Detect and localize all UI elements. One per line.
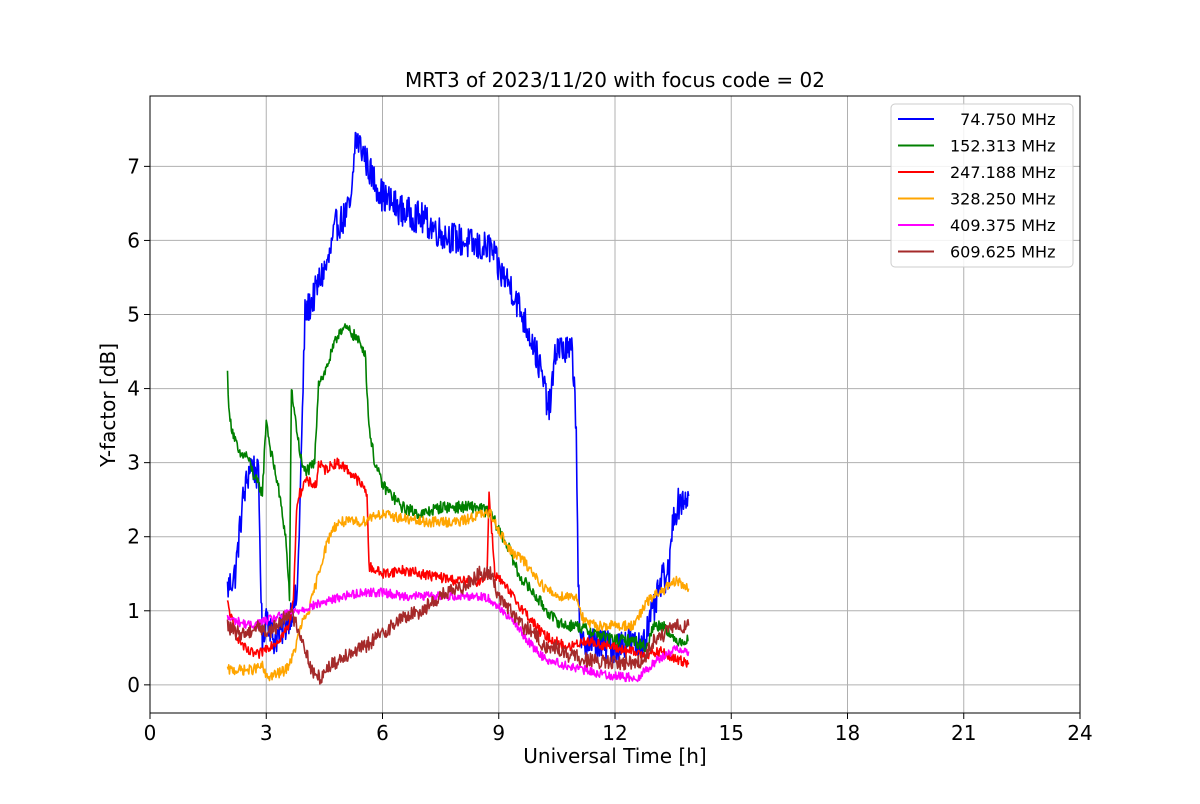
series-line [226,131,690,664]
x-tick-label: 21 [951,721,976,745]
legend-label: 247.188 MHz [950,163,1055,182]
legend-label: 409.375 MHz [950,216,1055,235]
x-tick-label: 24 [1067,721,1092,745]
x-tick-label: 15 [719,721,744,745]
series-line [226,323,689,653]
series-line [226,565,690,685]
series-line [226,509,690,682]
legend: 74.750 MHz 152.313 MHz 247.188 MHz 328.250 … [890,103,1074,268]
series-line [226,587,690,683]
y-tick-label: 0 [127,673,140,697]
y-tick-label: 1 [127,599,140,623]
legend-label: 328.250 MHz [950,190,1055,209]
y-tick-label: 5 [127,303,140,327]
y-axis-label: Y-factor [dB] [96,343,120,468]
chart-title: MRT3 of 2023/11/20 with focus code = 02 [405,68,825,92]
y-tick-label: 3 [127,451,140,475]
legend-label: 152.313 MHz [950,137,1055,156]
y-tick-label: 2 [127,525,140,549]
x-axis: 0 3 6 9 12 15 18 21 24 [144,713,1093,745]
x-tick-label: 3 [260,721,273,745]
x-tick-label: 12 [602,721,627,745]
x-axis-label: Universal Time [h] [523,744,706,768]
x-tick-label: 6 [376,721,389,745]
y-tick-label: 7 [127,154,140,178]
y-tick-label: 4 [127,377,140,401]
legend-box [890,103,1074,268]
x-tick-label: 9 [492,721,505,745]
series-line [226,457,690,668]
legend-label: 609.625 MHz [950,243,1055,262]
legend-label: 74.750 MHz [950,110,1055,129]
x-tick-label: 0 [144,721,157,745]
series-layer [226,131,690,685]
x-tick-label: 18 [835,721,860,745]
y-tick-label: 6 [127,228,140,252]
y-axis: 0 1 2 3 4 5 6 7 [127,154,150,697]
